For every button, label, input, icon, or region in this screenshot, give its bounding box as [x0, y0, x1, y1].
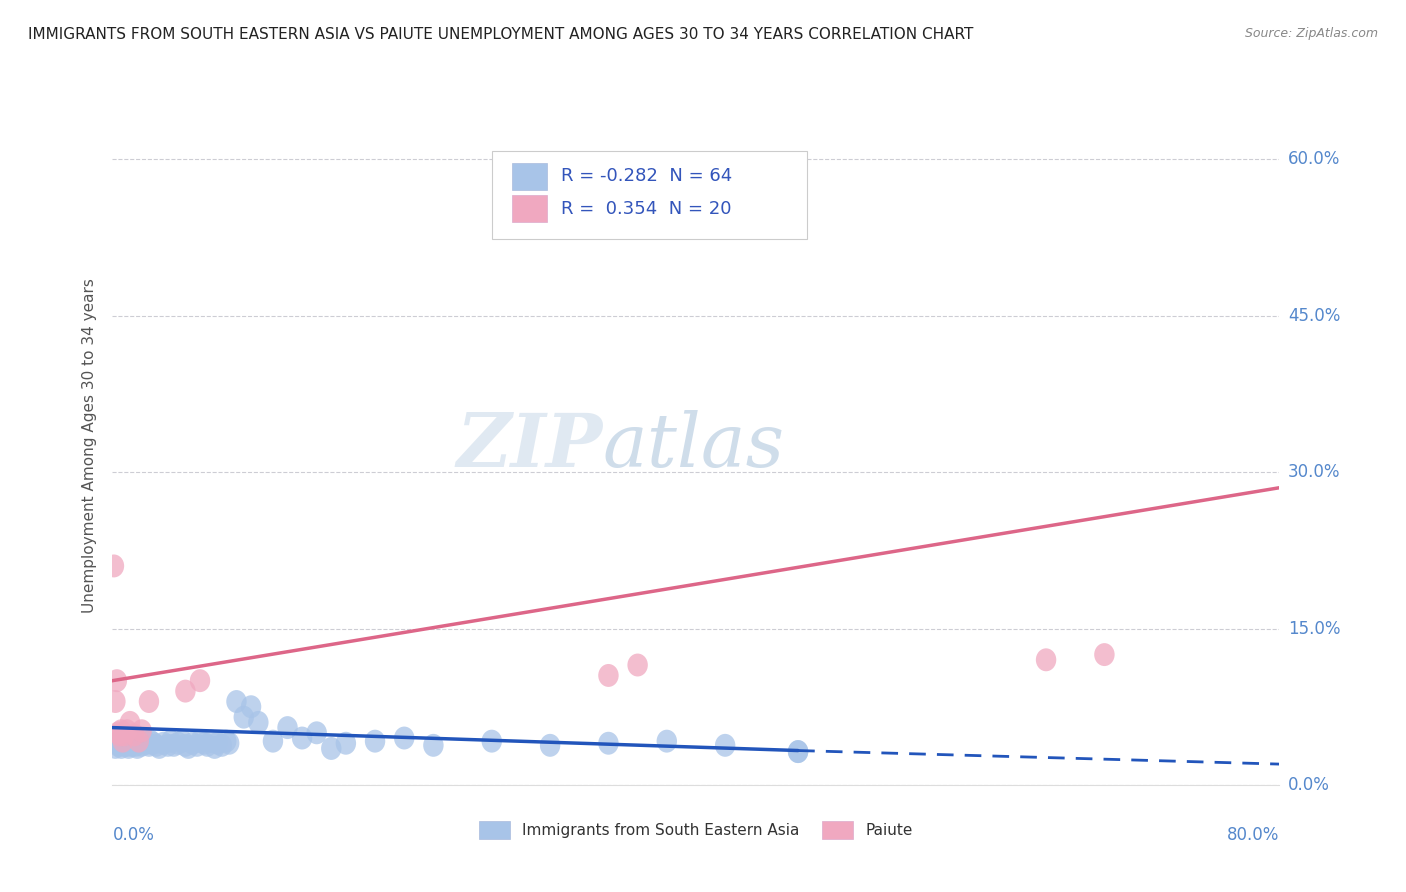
Y-axis label: Unemployment Among Ages 30 to 34 years: Unemployment Among Ages 30 to 34 years: [82, 278, 97, 614]
Text: 45.0%: 45.0%: [1288, 307, 1340, 325]
Text: R =  0.354  N = 20: R = 0.354 N = 20: [561, 200, 731, 218]
Text: Source: ZipAtlas.com: Source: ZipAtlas.com: [1244, 27, 1378, 40]
Text: ZIP: ZIP: [457, 409, 603, 483]
Text: 0.0%: 0.0%: [112, 826, 155, 844]
Legend: Immigrants from South Eastern Asia, Paiute: Immigrants from South Eastern Asia, Paiu…: [474, 815, 918, 845]
Text: 0.0%: 0.0%: [1288, 776, 1330, 794]
Text: 15.0%: 15.0%: [1288, 620, 1340, 638]
Text: 60.0%: 60.0%: [1288, 150, 1340, 169]
FancyBboxPatch shape: [512, 162, 547, 190]
Text: IMMIGRANTS FROM SOUTH EASTERN ASIA VS PAIUTE UNEMPLOYMENT AMONG AGES 30 TO 34 YE: IMMIGRANTS FROM SOUTH EASTERN ASIA VS PA…: [28, 27, 973, 42]
Text: R = -0.282  N = 64: R = -0.282 N = 64: [561, 167, 733, 186]
Text: 30.0%: 30.0%: [1288, 463, 1340, 481]
FancyBboxPatch shape: [512, 195, 547, 222]
FancyBboxPatch shape: [492, 151, 807, 239]
Text: 80.0%: 80.0%: [1227, 826, 1279, 844]
Text: atlas: atlas: [603, 409, 785, 483]
